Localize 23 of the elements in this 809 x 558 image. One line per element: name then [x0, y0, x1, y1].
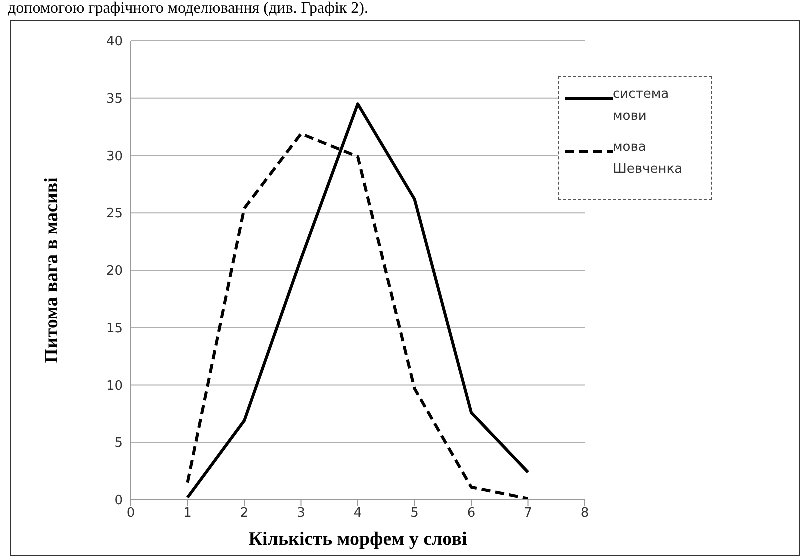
y-axis-title: Питома вага в масиві [42, 178, 63, 364]
y-tick-label: 0 [114, 494, 123, 509]
y-tick-label: 25 [106, 206, 123, 222]
x-tick-label: 5 [410, 506, 419, 522]
text: допомогою графічного моделювання (див. Графік 2). [8, 0, 369, 18]
x-tick-label: 3 [297, 506, 306, 522]
x-axis-title: Кількість морфем у слові [248, 529, 468, 550]
legend-label: система мови [613, 86, 670, 126]
x-tick-label: 4 [354, 506, 362, 522]
x-tick-label: 8 [580, 506, 590, 522]
y-tick-label: 40 [106, 34, 123, 50]
x-tick-label: 2 [240, 506, 249, 522]
x-tick-label: 6 [467, 506, 476, 522]
y-tick-label: 20 [106, 264, 123, 280]
x-tick-label: 7 [524, 506, 532, 522]
y-tick-label: 5 [114, 436, 123, 452]
y-tick-label: 30 [106, 149, 123, 164]
x-tick-label: 0 [126, 506, 136, 522]
x-tick-label: 1 [184, 506, 192, 522]
y-tick-label: 10 [106, 378, 123, 394]
y-tick-label: 35 [106, 92, 123, 107]
legend-label: мова Шевченка [613, 139, 684, 179]
y-tick-label: 15 [106, 321, 123, 336]
